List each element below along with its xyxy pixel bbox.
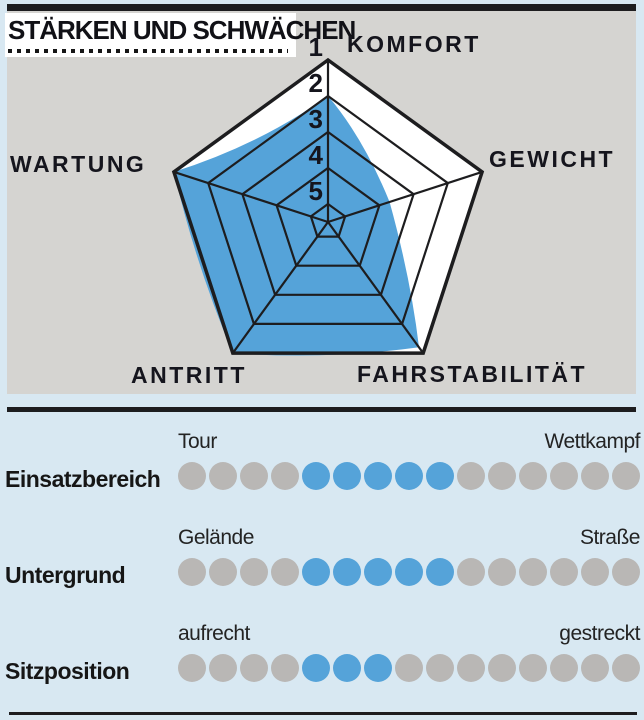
radar-spoke <box>231 221 329 354</box>
radar-axis-wartung: WARTUNG <box>10 151 147 177</box>
rating-dot-empty <box>209 462 237 490</box>
rating-dot-empty <box>457 558 485 586</box>
rating-dot-filled <box>333 462 361 490</box>
dot-scale <box>178 462 640 490</box>
rating-dot-empty <box>240 462 268 490</box>
rating-dot-empty <box>612 462 640 490</box>
rating-dot-empty <box>426 654 454 682</box>
title-band: STÄRKEN UND SCHWÄCHEN <box>5 13 356 57</box>
scale-end-labels: Gelände Straße <box>178 526 641 550</box>
radar-spoke <box>173 170 329 224</box>
rating-dot-empty <box>395 654 423 682</box>
radar-value-area <box>173 96 419 356</box>
rating-dot-empty <box>271 654 299 682</box>
rating-scale: aufrecht gestreckt <box>178 622 640 682</box>
radar-ring-5 <box>309 202 347 238</box>
rating-dot-empty <box>457 462 485 490</box>
scale-right-label: Wettkampf <box>544 430 641 453</box>
radar-scale-number: 4 <box>309 140 324 170</box>
page-title: STÄRKEN UND SCHWÄCHEN <box>8 15 356 45</box>
rating-dot-filled <box>364 462 392 490</box>
rating-dot-empty <box>612 654 640 682</box>
radar-ring-2 <box>206 94 450 325</box>
scale-end-labels: aufrecht gestreckt <box>178 622 640 646</box>
rating-dot-empty <box>519 654 547 682</box>
rating-dot-empty <box>209 558 237 586</box>
rating-row-untergrund: Untergrund Gelände Straße <box>0 526 644 622</box>
radar-axis-antritt: ANTRITT <box>131 362 247 388</box>
rating-dot-empty <box>240 654 268 682</box>
rating-dot-empty <box>581 558 609 586</box>
scale-left-label: Tour <box>178 430 217 453</box>
rating-dot-empty <box>550 654 578 682</box>
rating-dot-empty <box>271 558 299 586</box>
rating-row-einsatzbereich: Einsatzbereich Tour Wettkampf <box>0 430 644 526</box>
dot-scale <box>178 654 640 682</box>
rating-dot-filled <box>302 654 330 682</box>
rating-dot-empty <box>550 558 578 586</box>
rating-dot-filled <box>395 558 423 586</box>
top-rule <box>7 4 636 11</box>
radar-spoke <box>327 170 483 224</box>
rating-label: Untergrund <box>5 562 126 588</box>
rating-dot-empty <box>581 462 609 490</box>
scale-left-label: aufrecht <box>178 622 250 645</box>
scale-left-label: Gelände <box>178 526 254 549</box>
section-separator-rule <box>7 407 636 412</box>
rating-dot-empty <box>581 654 609 682</box>
rating-dot-empty <box>519 462 547 490</box>
rating-dot-filled <box>333 654 361 682</box>
rating-dot-filled <box>364 558 392 586</box>
rating-dot-empty <box>457 654 485 682</box>
title-dotted-underline <box>8 49 288 53</box>
rating-dot-empty <box>488 462 516 490</box>
rating-label: Einsatzbereich <box>5 466 161 492</box>
radar-axis-gewicht: GEWICHT <box>489 146 616 172</box>
rating-dot-filled <box>333 558 361 586</box>
radar-spoke <box>327 221 425 354</box>
rating-dot-filled <box>302 462 330 490</box>
radar-axis-komfort: KOMFORT <box>347 31 481 57</box>
rating-label: Sitzposition <box>5 658 130 684</box>
radar-scale-number: 2 <box>309 68 323 98</box>
rating-dot-filled <box>364 654 392 682</box>
rating-dot-empty <box>271 462 299 490</box>
scale-end-labels: Tour Wettkampf <box>178 430 641 454</box>
radar-ring-1 <box>171 57 485 355</box>
rating-dot-empty <box>550 462 578 490</box>
rating-dot-empty <box>209 654 237 682</box>
rating-dot-empty <box>178 462 206 490</box>
scale-right-label: gestreckt <box>559 622 640 645</box>
rating-dot-filled <box>395 462 423 490</box>
rating-dot-empty <box>240 558 268 586</box>
dot-scale <box>178 558 640 586</box>
rating-scale: Tour Wettkampf <box>178 430 641 490</box>
rating-dot-filled <box>426 558 454 586</box>
rating-scale: Gelände Straße <box>178 526 641 586</box>
radar-axis-fahrstabilitaet: FAHRSTABILITÄT <box>357 361 588 387</box>
radar-scale-number: 5 <box>309 176 323 206</box>
rating-dot-empty <box>612 558 640 586</box>
radar-ring-4 <box>275 166 381 267</box>
rating-row-sitzposition: Sitzposition aufrecht gestreckt <box>0 622 644 718</box>
radar-scale-number: 3 <box>309 104 323 134</box>
rating-dot-empty <box>519 558 547 586</box>
scale-right-label: Straße <box>579 526 641 549</box>
radar-chart: 1 2 3 4 5 <box>171 32 485 356</box>
rating-dot-filled <box>426 462 454 490</box>
rating-dot-empty <box>178 558 206 586</box>
rating-dot-empty <box>488 654 516 682</box>
rating-dot-empty <box>488 558 516 586</box>
rating-dot-filled <box>302 558 330 586</box>
rating-dot-empty <box>178 654 206 682</box>
bottom-rule <box>9 712 637 715</box>
radar-scale-number: 1 <box>309 32 323 62</box>
radar-ring-3 <box>241 130 415 296</box>
